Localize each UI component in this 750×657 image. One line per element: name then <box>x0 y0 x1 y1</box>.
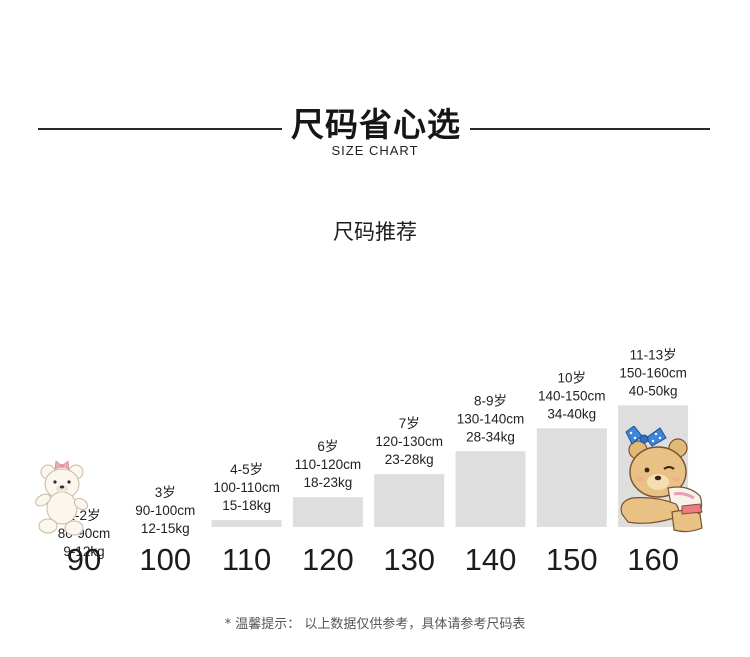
bar-label-110-2: 15-18kg <box>222 498 271 513</box>
bar-150 <box>536 428 607 527</box>
page-subtitle: SIZE CHART <box>331 143 419 158</box>
bar-label-160-0: 11-13岁 <box>630 347 677 362</box>
bar-label-120-0: 6岁 <box>317 439 338 454</box>
bar-label-130-2: 23-28kg <box>385 452 434 467</box>
bar-label-130-1: 120-130cm <box>375 434 443 449</box>
bar-label-110-1: 100-110cm <box>213 480 280 495</box>
x-tick-100: 100 <box>139 542 191 577</box>
bar-120 <box>292 497 363 527</box>
bar-label-140-0: 8-9岁 <box>474 393 507 408</box>
footnote: * 温馨提示： 以上数据仅供参考，具体请参考尺码表 <box>224 617 526 632</box>
bar-label-150-1: 140-150cm <box>538 388 606 403</box>
bar-label-100-0: 3岁 <box>155 485 176 500</box>
x-tick-140: 140 <box>465 542 517 577</box>
x-tick-160: 160 <box>627 542 679 577</box>
bar-label-120-2: 18-23kg <box>304 475 353 490</box>
bar-label-90-2: 9-12kg <box>63 544 104 559</box>
bar-label-100-2: 12-15kg <box>141 521 190 536</box>
bar-label-130-0: 7岁 <box>399 416 420 431</box>
bar-label-140-2: 28-34kg <box>466 429 515 444</box>
page-title: 尺码省心选 <box>291 105 461 144</box>
bar-140 <box>455 451 526 527</box>
bar-label-100-1: 90-100cm <box>135 503 195 518</box>
x-tick-120: 120 <box>302 542 354 577</box>
bar-label-160-2: 40-50kg <box>629 383 678 398</box>
x-tick-110: 110 <box>222 542 271 577</box>
bar-label-150-0: 10岁 <box>558 370 587 385</box>
bar-130 <box>374 474 445 527</box>
bar-label-150-2: 34-40kg <box>547 406 596 421</box>
size-bar-chart: 1-2岁80-90cm9-12kg903岁90-100cm12-15kg1004… <box>58 347 689 577</box>
chart-title: 尺码推荐 <box>333 220 417 244</box>
teddy-bear-with-bow-icon <box>620 426 703 533</box>
header-rule-right <box>470 128 710 130</box>
x-tick-150: 150 <box>546 542 598 577</box>
header-rule-left <box>38 128 282 130</box>
bar-label-160-1: 150-160cm <box>619 365 687 380</box>
bar-label-140-1: 130-140cm <box>457 411 525 426</box>
white-teddy-bear-icon <box>35 460 89 536</box>
bar-label-120-1: 110-120cm <box>295 457 362 472</box>
x-tick-90: 90 <box>67 542 101 577</box>
bar-label-110-0: 4-5岁 <box>230 462 263 477</box>
x-tick-130: 130 <box>383 542 435 577</box>
bar-110 <box>211 520 282 527</box>
